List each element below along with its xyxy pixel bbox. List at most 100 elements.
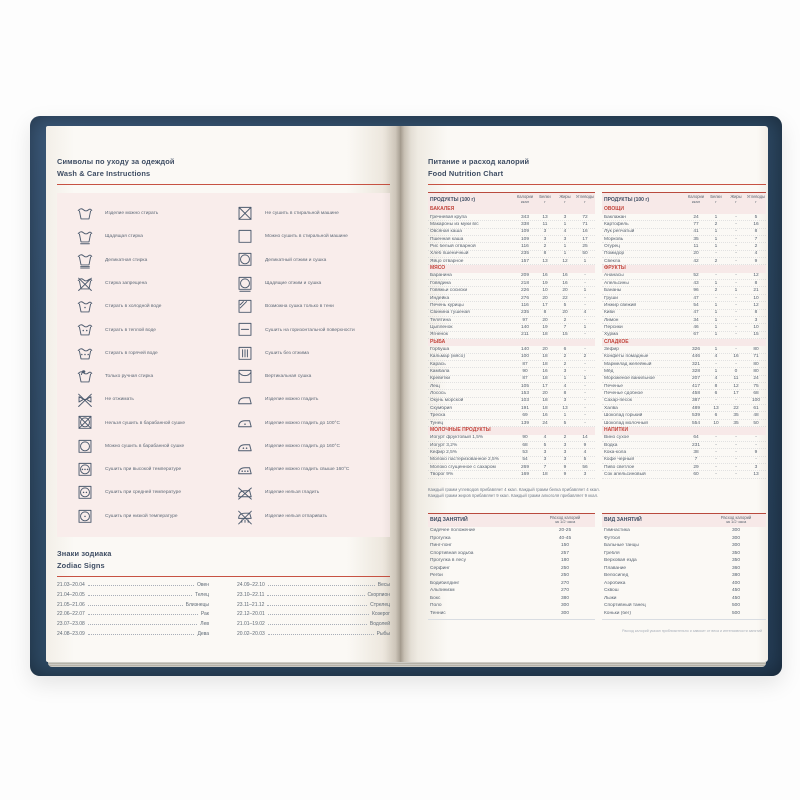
activity-name: Аэробика — [604, 580, 626, 586]
zodiac-title-en: Zodiac Signs — [57, 560, 105, 570]
food-name: Горбуша — [430, 347, 450, 353]
care-symbol-row: Изделие можно стирать — [75, 202, 235, 225]
care-symbol-row: Не отжимать — [75, 388, 235, 411]
food-value: 140 — [520, 324, 529, 330]
zodiac-column-1: 21.03–20.04 Овен 21.04–20.05 Телец 21.05–21.… — [57, 582, 209, 641]
food-value: 17 — [582, 236, 588, 242]
food-name: Хурма — [604, 332, 619, 338]
food-value: 8 — [563, 391, 567, 397]
zodiac-dates: 23.10–22.11 — [237, 591, 265, 598]
activity-name: Спортивная ходьба — [430, 550, 474, 556]
food-name: Мармелад желейный — [604, 361, 652, 367]
kcal-header-line: за 1/2 часа — [554, 519, 576, 525]
food-name: Тунец — [430, 420, 444, 426]
food-value: 3 — [543, 450, 547, 456]
zodiac-row: 22.12–20.01 Козерог — [237, 611, 390, 621]
food-value: 343 — [520, 214, 529, 220]
activity-kcal: 40-45 — [558, 535, 572, 541]
food-row: Творог 9% 169 18 9 3 — [428, 471, 595, 479]
food-name: Пиво светлое — [604, 464, 635, 470]
food-value: 16 — [733, 354, 739, 360]
food-value: 20 — [693, 251, 699, 257]
food-value: 1 — [714, 324, 718, 330]
food-name: Печенье — [604, 383, 623, 389]
activity-name: Регби — [430, 573, 443, 579]
care-symbol-label: Сушить без отжима — [265, 350, 309, 356]
food-value: 46 — [693, 324, 699, 330]
nutrition-table-right: ПРОДУКТЫ (100 г) Калории ккал Белки г Жиры г Уг… — [602, 192, 766, 479]
food-value: 18 — [542, 376, 548, 382]
food-value: 2 — [563, 435, 567, 441]
food-value: 38 — [693, 450, 699, 456]
activity-row: Верховая езда 350 — [602, 557, 766, 565]
food-value: 61 — [753, 405, 759, 411]
zodiac-dates: 24.08–23.09 — [57, 630, 85, 637]
food-value: 50 — [753, 420, 759, 426]
care-symbol-label: Стирать в холодной воде — [105, 304, 162, 310]
food-value: 67 — [693, 332, 699, 338]
activity-name: Лыжи — [604, 595, 617, 601]
activity-kcal: 380 — [560, 595, 569, 601]
activity-kcal: 250 — [560, 573, 569, 579]
food-value: 52 — [693, 273, 699, 279]
food-value: 1 — [714, 280, 718, 286]
food-name: Овсяная каша — [430, 229, 462, 235]
care-symbol-row: Щадящие отжим и сушка — [235, 272, 386, 295]
food-value: 3 — [543, 457, 547, 463]
food-row: Тунец 139 24 5 - — [428, 420, 595, 428]
food-value: - — [584, 383, 586, 389]
food-value: 2 — [563, 354, 567, 360]
food-value: 1 — [583, 258, 587, 264]
section-header: МОЛОЧНЫЕ ПРОДУКТЫ — [428, 427, 595, 435]
activity-row: Спортивный танец 500 — [602, 602, 766, 610]
care-title-ru: Символы по уходу за одеждой — [57, 157, 175, 166]
food-value: - — [584, 280, 586, 286]
food-row: Цыпленок 140 19 7 1 — [428, 324, 595, 332]
food-value: 71 — [753, 354, 759, 360]
page-footnote: Расход калорий указан приблизительно и з… — [622, 628, 762, 633]
care-symbol-row: Стирать в горячей воде — [75, 342, 235, 365]
food-value: 211 — [521, 332, 529, 338]
food-value: 1 — [714, 229, 718, 235]
zodiac-dates: 20.02–20.03 — [237, 630, 265, 637]
food-value: 1 — [714, 369, 718, 375]
food-value: - — [735, 221, 737, 227]
care-title-en: Wash & Care Instructions — [57, 168, 151, 178]
food-row: Карась 87 18 2 - — [428, 361, 595, 369]
divider-rule — [57, 184, 390, 185]
washtub-gentle-icon — [75, 228, 95, 246]
food-row: Треска 69 16 1 - — [428, 412, 595, 420]
food-value: - — [735, 361, 737, 367]
care-symbol-row: Щадящая стирка — [75, 225, 235, 248]
kcal-header-line: Расход калорий — [549, 514, 581, 520]
washtub-no-icon — [75, 275, 95, 293]
care-symbol-row: Сушить на горизонтальной поверхности — [235, 318, 386, 341]
activity-name: Гимнастика — [604, 528, 630, 534]
column-header: Белки г — [535, 194, 555, 204]
food-value: 3 — [543, 229, 547, 235]
food-value: 1 — [714, 302, 718, 308]
food-name: Шоколад молочный — [604, 420, 648, 426]
food-row: Мармелад желейный 321 - - 80 — [602, 361, 766, 369]
care-symbol-label: Можно сушить в стиральной машине — [265, 234, 348, 240]
food-value: 1 — [563, 243, 567, 249]
food-value: 1 — [714, 243, 718, 249]
food-row: Лук репчатый 41 1 - 8 — [602, 229, 766, 236]
food-value: 103 — [520, 398, 529, 404]
food-value: 4 — [714, 354, 718, 360]
food-value: 48 — [753, 413, 759, 419]
food-name: Пшенная каша — [430, 236, 464, 242]
food-value: 16 — [562, 280, 568, 286]
food-value: - — [715, 361, 717, 367]
activity-kcal: 300 — [731, 528, 740, 534]
food-name: Печенье сдобное — [604, 391, 643, 397]
activity-row: Гимнастика 300 — [602, 527, 766, 535]
zodiac-dates: 24.09–22.10 — [237, 582, 265, 588]
food-value: 53 — [522, 450, 528, 456]
care-symbol-label: Стирать в горячей воде — [105, 350, 158, 356]
food-value: - — [584, 317, 586, 323]
food-row: Водка 231 - - - — [602, 442, 766, 450]
products-column-header: ПРОДУКТЫ (100 г) — [430, 196, 476, 203]
food-name: Кефир 2,5% — [430, 450, 458, 456]
care-symbol-row: Только ручная стирка — [75, 365, 235, 388]
